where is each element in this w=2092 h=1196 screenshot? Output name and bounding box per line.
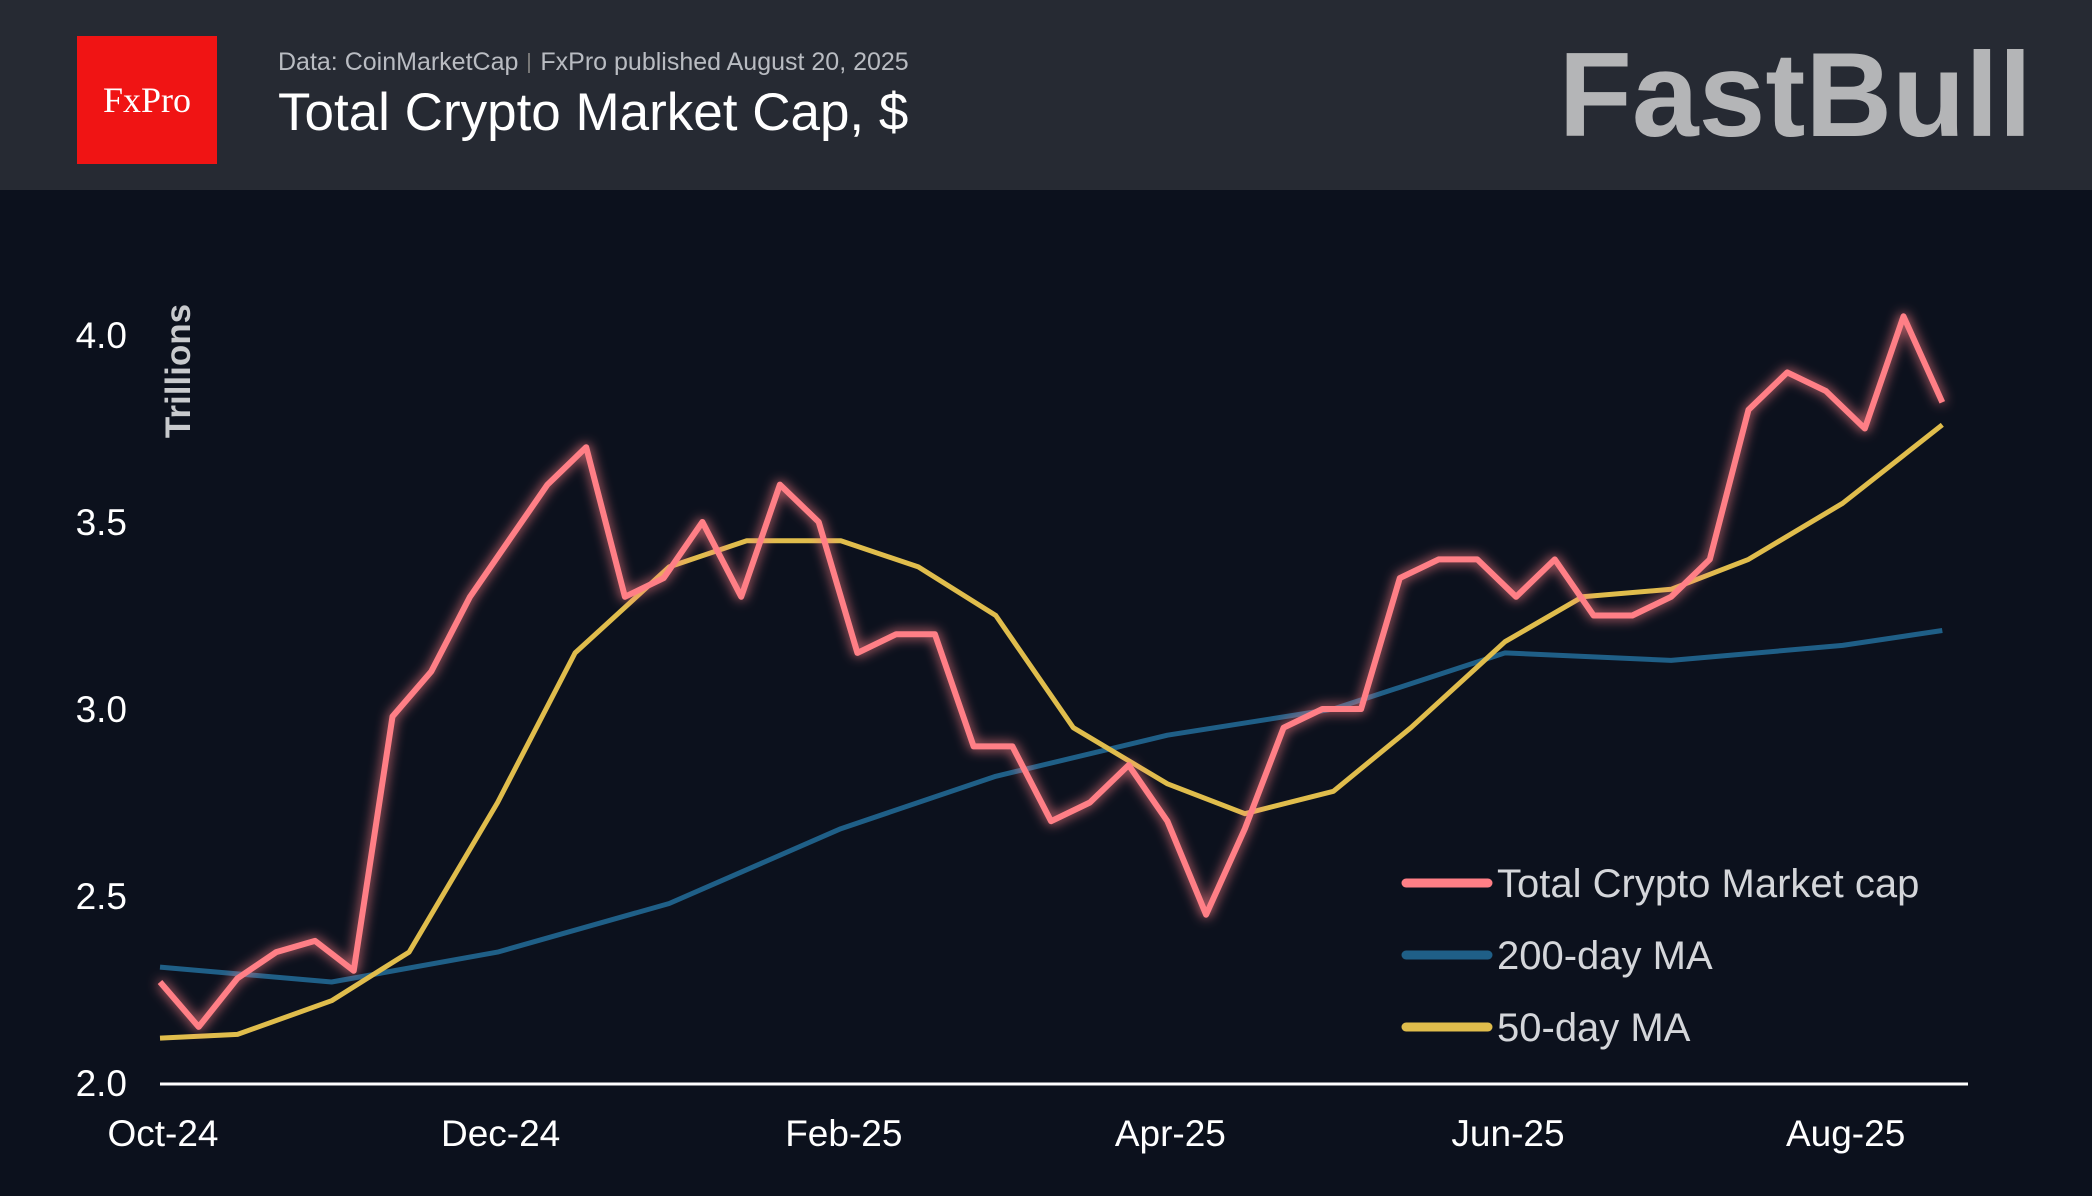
- fastbull-watermark: FastBull: [1558, 28, 2032, 162]
- y-tick-label: 3.5: [76, 502, 127, 543]
- x-tick-label: Jun-25: [1451, 1113, 1564, 1154]
- y-axis-label: Trillions: [159, 304, 198, 438]
- fxpro-logo: FxPro: [77, 36, 217, 164]
- x-tick-label: Oct-24: [107, 1113, 218, 1154]
- y-tick-label: 4.0: [76, 315, 127, 356]
- series-line-50-day-ma: [159, 422, 1944, 1041]
- legend-label: 200-day MA: [1497, 934, 1713, 978]
- series-line-total-crypto-market-cap: [157, 313, 1946, 1030]
- separator: [528, 53, 531, 74]
- legend-label: Total Crypto Market cap: [1497, 862, 1919, 906]
- x-tick-label: Aug-25: [1786, 1113, 1905, 1154]
- x-tick-label: Apr-25: [1115, 1113, 1226, 1154]
- data-source: Data: CoinMarketCap: [278, 48, 519, 76]
- x-tick-label: Feb-25: [785, 1113, 902, 1154]
- y-tick-label: 2.5: [76, 876, 127, 917]
- series-line-200-day-ma: [159, 628, 1943, 985]
- legend-label: 50-day MA: [1497, 1006, 1691, 1050]
- x-tick-label: Dec-24: [441, 1113, 560, 1154]
- y-tick-label: 2.0: [76, 1063, 127, 1104]
- header: FxPro Data: CoinMarketCap FxPro published…: [0, 0, 2092, 190]
- chart-title: Total Crypto Market Cap, $: [278, 83, 909, 142]
- subtitle: Data: CoinMarketCap FxPro published Augus…: [278, 48, 909, 77]
- y-tick-label: 3.0: [76, 689, 127, 730]
- publisher: FxPro published August 20, 2025: [540, 48, 909, 76]
